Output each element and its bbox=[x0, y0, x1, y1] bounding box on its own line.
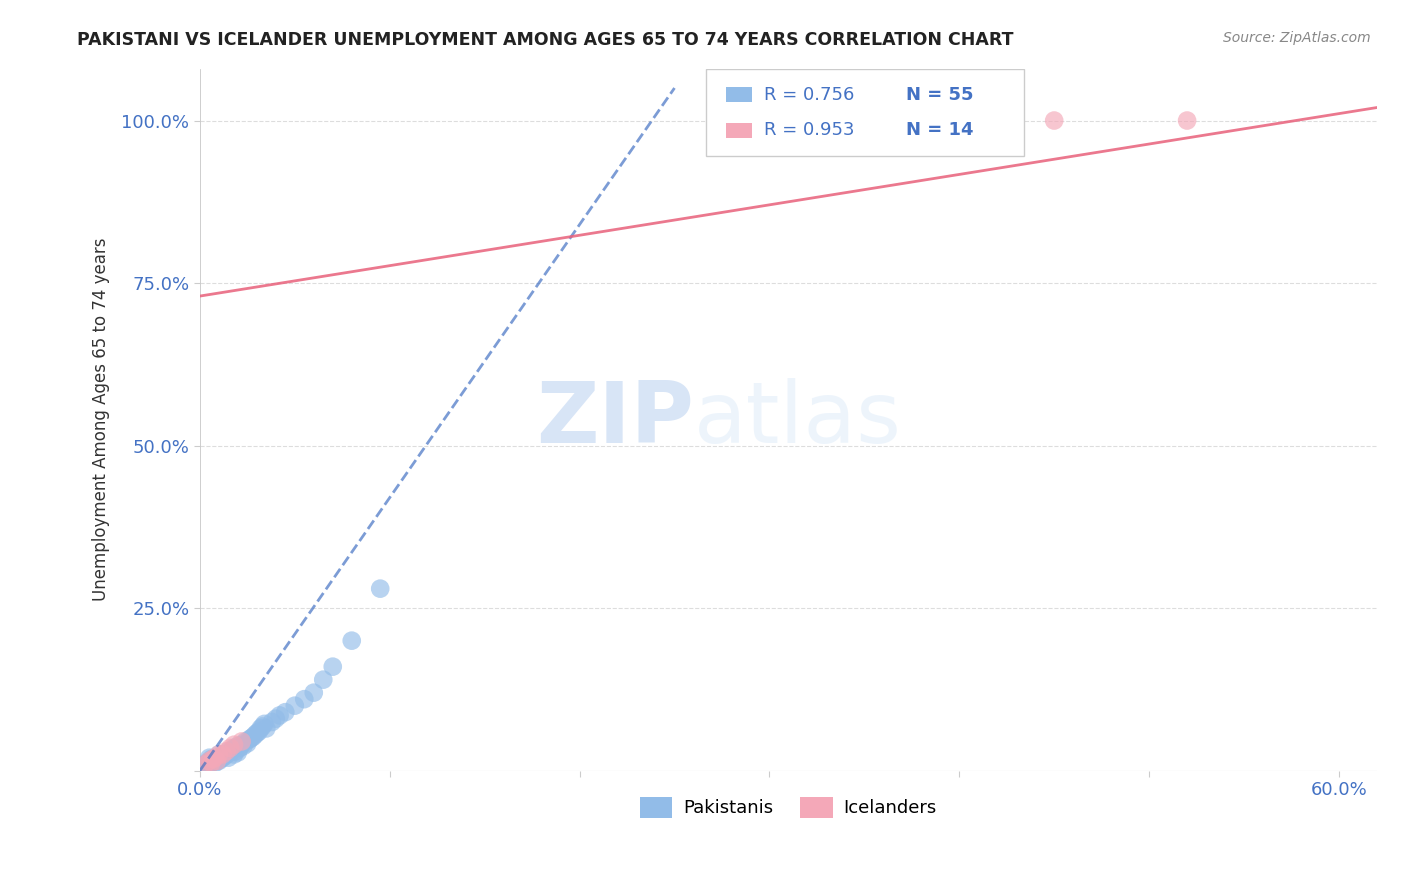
Point bbox=[215, 747, 238, 762]
Point bbox=[200, 756, 222, 770]
Point bbox=[204, 752, 226, 766]
Point bbox=[200, 752, 222, 766]
Point bbox=[1175, 113, 1198, 128]
Text: N = 14: N = 14 bbox=[905, 121, 973, 139]
Text: atlas: atlas bbox=[695, 378, 903, 461]
Point bbox=[222, 747, 245, 762]
Point bbox=[232, 739, 254, 753]
Point bbox=[340, 633, 363, 648]
Point bbox=[205, 754, 228, 768]
Point bbox=[194, 757, 217, 772]
Point bbox=[197, 756, 219, 770]
Point bbox=[204, 756, 226, 770]
Point bbox=[253, 717, 276, 731]
Point bbox=[254, 722, 277, 736]
Point bbox=[215, 744, 238, 758]
Point bbox=[238, 732, 260, 747]
FancyBboxPatch shape bbox=[725, 122, 752, 138]
Point bbox=[208, 747, 231, 762]
Point bbox=[214, 749, 236, 764]
Point bbox=[217, 744, 239, 758]
Point bbox=[194, 757, 217, 772]
Point bbox=[221, 743, 243, 757]
Point bbox=[284, 698, 307, 713]
Point bbox=[229, 740, 252, 755]
Point bbox=[209, 752, 232, 766]
Point bbox=[243, 728, 266, 742]
Point bbox=[211, 750, 233, 764]
Text: R = 0.953: R = 0.953 bbox=[763, 121, 855, 139]
Point bbox=[193, 758, 215, 772]
Point bbox=[198, 754, 221, 768]
Point bbox=[226, 746, 249, 760]
Point bbox=[231, 734, 253, 748]
Point bbox=[236, 736, 259, 750]
Point bbox=[269, 708, 291, 723]
Point bbox=[208, 754, 231, 768]
Point bbox=[264, 712, 287, 726]
Point bbox=[274, 705, 297, 719]
Point bbox=[242, 730, 264, 744]
Point bbox=[205, 754, 228, 768]
Point bbox=[222, 740, 245, 755]
Point bbox=[247, 724, 270, 739]
Point bbox=[249, 722, 271, 736]
Point bbox=[211, 747, 233, 762]
Legend: Pakistanis, Icelanders: Pakistanis, Icelanders bbox=[633, 789, 945, 825]
Point bbox=[198, 754, 221, 768]
Point bbox=[1043, 113, 1066, 128]
FancyBboxPatch shape bbox=[725, 87, 752, 103]
Point bbox=[208, 747, 231, 762]
Text: N = 55: N = 55 bbox=[905, 86, 973, 103]
Point bbox=[235, 734, 257, 748]
Point bbox=[198, 757, 221, 772]
Point bbox=[322, 659, 344, 673]
Point bbox=[231, 738, 253, 752]
Point bbox=[208, 750, 231, 764]
Point bbox=[240, 731, 263, 746]
FancyBboxPatch shape bbox=[706, 69, 1024, 156]
Point bbox=[217, 750, 239, 764]
Text: R = 0.756: R = 0.756 bbox=[763, 86, 853, 103]
Point bbox=[204, 750, 226, 764]
Point bbox=[292, 692, 315, 706]
Y-axis label: Unemployment Among Ages 65 to 74 years: Unemployment Among Ages 65 to 74 years bbox=[93, 238, 110, 601]
Point bbox=[260, 714, 283, 729]
Text: Source: ZipAtlas.com: Source: ZipAtlas.com bbox=[1223, 31, 1371, 45]
Point bbox=[226, 739, 249, 753]
Text: ZIP: ZIP bbox=[537, 378, 695, 461]
Point bbox=[302, 686, 325, 700]
Point bbox=[202, 752, 225, 766]
Point bbox=[252, 719, 274, 733]
Point bbox=[219, 740, 242, 755]
Point bbox=[202, 754, 225, 768]
Point bbox=[219, 746, 242, 760]
Point bbox=[222, 738, 245, 752]
Point bbox=[200, 756, 222, 770]
Point bbox=[198, 750, 221, 764]
Point bbox=[225, 744, 247, 758]
Point bbox=[246, 726, 269, 740]
Point bbox=[211, 747, 233, 762]
Point bbox=[312, 673, 335, 687]
Point bbox=[368, 582, 391, 596]
Text: PAKISTANI VS ICELANDER UNEMPLOYMENT AMONG AGES 65 TO 74 YEARS CORRELATION CHART: PAKISTANI VS ICELANDER UNEMPLOYMENT AMON… bbox=[77, 31, 1014, 49]
